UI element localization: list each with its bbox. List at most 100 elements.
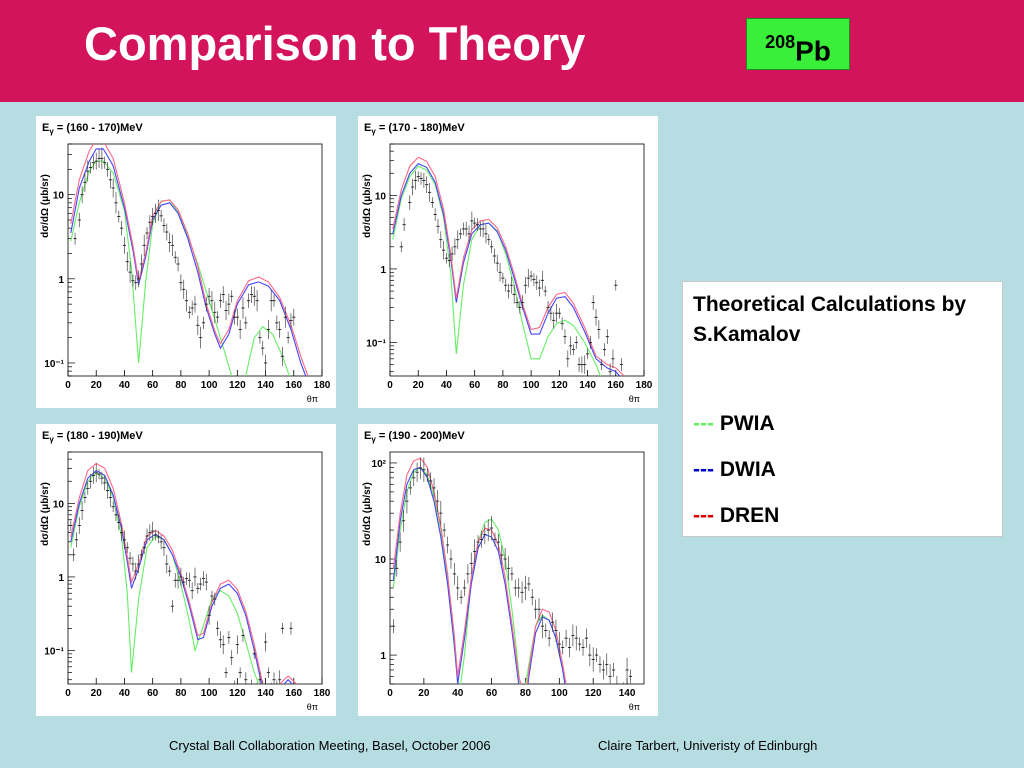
x-tick-label: 120 xyxy=(551,380,568,391)
data-point xyxy=(479,531,484,548)
data-point xyxy=(458,228,463,240)
legend-item-pwia: --- PWIA xyxy=(693,412,775,436)
data-point xyxy=(523,575,528,601)
data-point xyxy=(272,672,276,684)
data-point xyxy=(184,289,189,312)
data-point xyxy=(546,301,550,314)
data-point xyxy=(416,171,420,182)
data-point xyxy=(430,197,434,208)
data-point xyxy=(413,171,417,190)
chart-panel-190-200: Eγ = (190 - 200)MeV 0 20 40 60 80 100 120 140 1 10… xyxy=(358,424,658,716)
x-tick-label: 20 xyxy=(413,380,425,391)
data-point xyxy=(73,232,77,245)
y-axis-label: dσ/dΩ (μb/sr) xyxy=(40,174,51,238)
y-tick-label: 1 xyxy=(380,651,386,662)
data-point xyxy=(529,270,533,282)
data-point xyxy=(601,660,605,680)
x-tick-label: 60 xyxy=(147,688,159,699)
data-point xyxy=(450,246,454,262)
x-tick-label: 40 xyxy=(119,380,131,391)
data-point xyxy=(244,316,248,329)
data-point xyxy=(439,231,443,249)
data-point xyxy=(263,354,268,372)
x-tick-label: 20 xyxy=(91,688,103,699)
data-point xyxy=(506,283,511,299)
data-point xyxy=(552,311,556,329)
data-point xyxy=(563,329,567,345)
data-point xyxy=(266,319,270,340)
data-point xyxy=(91,467,95,484)
data-point xyxy=(561,640,565,655)
data-point xyxy=(120,220,124,236)
data-point xyxy=(523,276,528,294)
data-point xyxy=(204,573,208,591)
curve-pwia xyxy=(392,165,601,376)
data-point xyxy=(128,261,132,283)
data-point xyxy=(534,599,538,619)
curve-pwia xyxy=(392,466,566,684)
data-point xyxy=(142,541,146,555)
data-point xyxy=(517,578,521,598)
x-tick-label: 80 xyxy=(175,380,187,391)
isotope-element: Pb xyxy=(795,35,831,67)
x-tick-label: 40 xyxy=(441,380,453,391)
plot-area xyxy=(392,156,625,376)
data-point xyxy=(266,667,270,678)
data-point xyxy=(585,348,590,360)
chart-svg: Eγ = (170 - 180)MeV 0 20 40 60 80 100 120 140 160… xyxy=(362,122,653,404)
data-point xyxy=(204,296,208,312)
data-point xyxy=(549,305,553,321)
y-tick-label: 10⁻¹ xyxy=(44,359,64,370)
x-tick-label: 160 xyxy=(285,380,302,391)
data-point xyxy=(433,208,437,221)
data-point xyxy=(439,500,443,526)
data-point xyxy=(252,286,256,306)
x-axis-label: θπ xyxy=(307,394,318,404)
footer-meeting: Crystal Ball Collaboration Meeting, Base… xyxy=(169,738,491,753)
data-point xyxy=(540,270,544,290)
data-point xyxy=(456,230,460,250)
x-axis-label: θπ xyxy=(629,394,640,404)
data-point xyxy=(449,549,453,569)
data-point xyxy=(83,492,87,503)
data-point xyxy=(447,254,451,267)
legend-item-dren: --- DREN xyxy=(693,504,779,528)
data-point xyxy=(210,590,214,602)
data-point xyxy=(470,211,474,231)
data-point xyxy=(179,567,183,587)
data-point xyxy=(554,619,558,642)
data-point xyxy=(108,488,112,507)
x-tick-label: 60 xyxy=(486,688,498,699)
data-point xyxy=(466,564,470,584)
curve-dren xyxy=(392,156,625,376)
data-point xyxy=(588,336,592,349)
x-tick-label: 0 xyxy=(387,688,393,699)
data-point xyxy=(278,670,282,684)
data-point xyxy=(459,590,463,605)
data-point xyxy=(199,326,203,349)
y-tick-label: 10 xyxy=(375,191,387,202)
data-point xyxy=(591,647,595,672)
data-point xyxy=(453,238,457,256)
data-point xyxy=(241,629,245,642)
data-point xyxy=(230,290,234,303)
data-point xyxy=(602,343,607,356)
data-point xyxy=(478,221,482,237)
footer-author: Claire Tarbert, Univeristy of Edinburgh xyxy=(598,738,818,753)
data-point xyxy=(111,178,115,198)
data-point xyxy=(395,560,399,577)
data-point xyxy=(560,317,564,331)
data-point xyxy=(444,252,449,264)
plot-area xyxy=(391,457,633,684)
data-point xyxy=(153,529,158,541)
data-point xyxy=(544,623,548,638)
data-point xyxy=(179,274,183,292)
data-point xyxy=(625,657,629,683)
data-point xyxy=(100,147,104,170)
data-point xyxy=(269,289,273,312)
data-point xyxy=(77,517,81,534)
legend-dash-pwia: --- xyxy=(693,412,714,435)
data-point xyxy=(114,508,118,522)
data-point xyxy=(537,598,541,621)
data-point xyxy=(605,329,609,345)
